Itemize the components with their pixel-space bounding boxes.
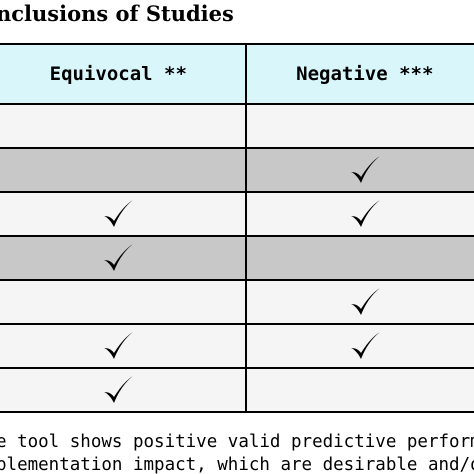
table-header-row: Equivocal ** Negative *** xyxy=(0,43,474,105)
cell-negative xyxy=(244,367,474,413)
footnote-line-1: e tool shows positive valid predictive p… xyxy=(0,432,474,452)
cell-negative xyxy=(244,103,474,149)
check-mark-icon xyxy=(101,329,135,363)
cell-equivocal xyxy=(0,103,247,149)
header-equivocal: Equivocal ** xyxy=(0,43,247,105)
cell-equivocal xyxy=(0,235,247,281)
header-negative: Negative *** xyxy=(244,43,474,105)
table-title: nclusions of Studies xyxy=(0,1,234,26)
check-mark-icon xyxy=(101,373,135,407)
table-row xyxy=(0,147,474,193)
table-row xyxy=(0,279,474,325)
cell-equivocal xyxy=(0,323,247,369)
cell-negative xyxy=(244,323,474,369)
cell-equivocal xyxy=(0,147,247,193)
table-row xyxy=(0,235,474,281)
table-row xyxy=(0,367,474,413)
check-mark-icon xyxy=(348,153,382,187)
table-row xyxy=(0,103,474,149)
study-conclusions-table: Equivocal ** Negative *** xyxy=(0,43,474,413)
cell-equivocal xyxy=(0,367,247,413)
cell-negative xyxy=(244,191,474,237)
check-mark-icon xyxy=(348,329,382,363)
check-mark-icon xyxy=(101,197,135,231)
cell-negative xyxy=(244,235,474,281)
table-row xyxy=(0,323,474,369)
cell-equivocal xyxy=(0,279,247,325)
cell-negative xyxy=(244,279,474,325)
cell-equivocal xyxy=(0,191,247,237)
check-mark-icon xyxy=(348,285,382,319)
check-mark-icon xyxy=(101,241,135,275)
table-row xyxy=(0,191,474,237)
table-body xyxy=(0,103,474,413)
check-mark-icon xyxy=(348,197,382,231)
footnote-line-2: plementation impact, which are desirable… xyxy=(0,455,474,474)
cell-negative xyxy=(244,147,474,193)
